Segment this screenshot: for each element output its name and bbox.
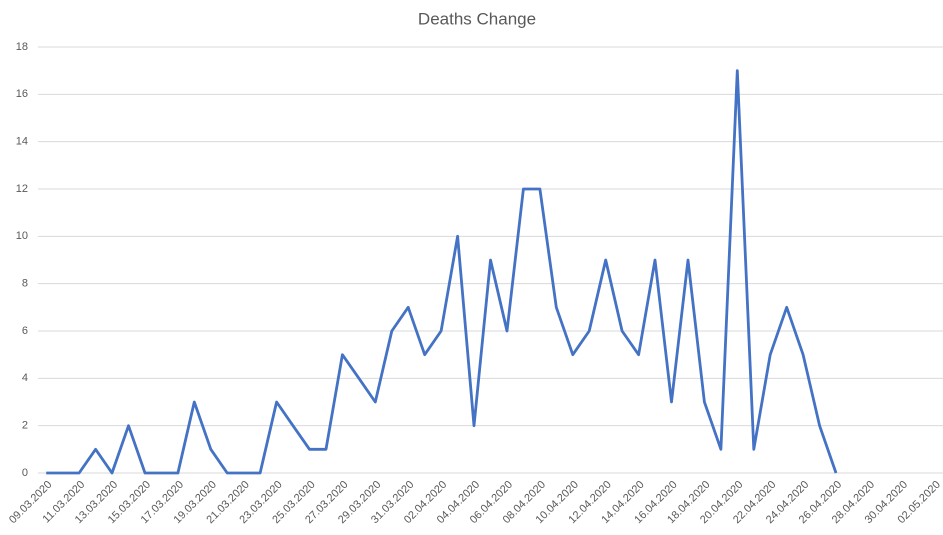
y-tick-label: 4 — [22, 372, 28, 384]
y-tick-label: 12 — [16, 183, 28, 195]
y-tick-label: 16 — [16, 88, 28, 100]
y-tick-label: 6 — [22, 325, 28, 337]
chart-title: Deaths Change — [418, 9, 536, 28]
y-tick-label: 2 — [22, 420, 28, 432]
y-tick-label: 10 — [16, 230, 28, 242]
y-tick-label: 14 — [16, 136, 28, 148]
y-tick-label: 0 — [22, 467, 28, 479]
y-tick-label: 8 — [22, 278, 28, 290]
data-line — [46, 69, 838, 475]
y-tick-label: 18 — [16, 41, 28, 53]
